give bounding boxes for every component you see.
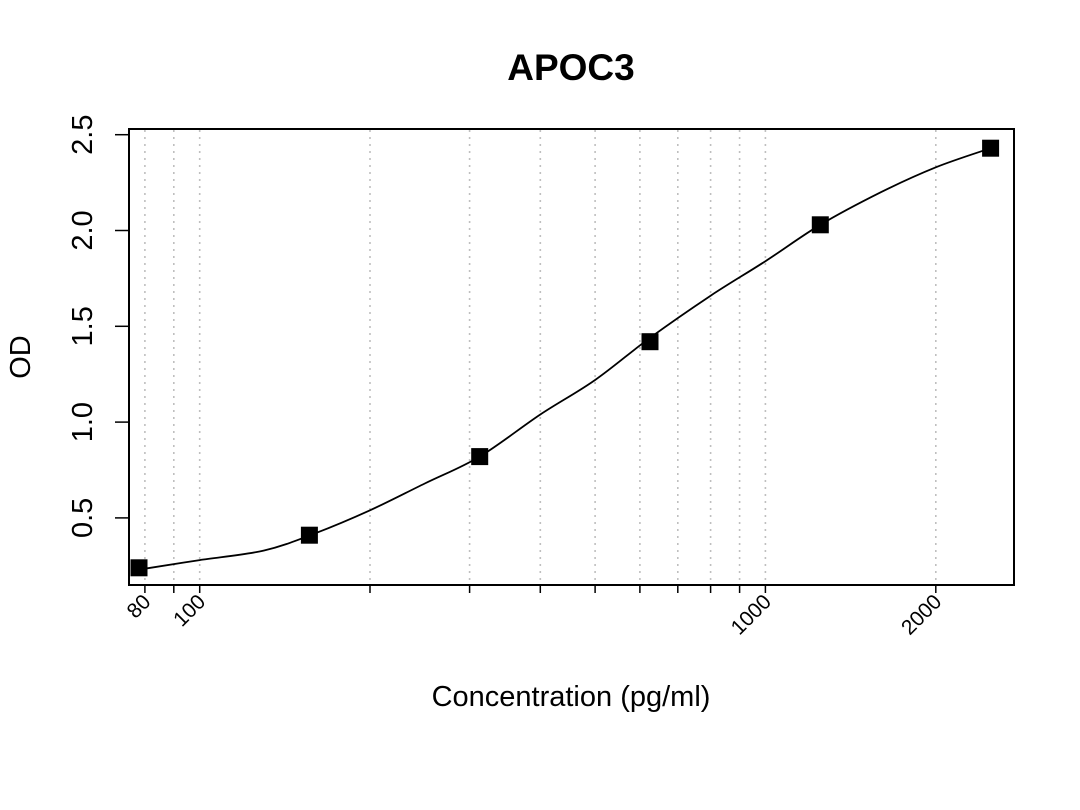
grid-lines bbox=[144, 130, 937, 584]
y-tick-label: 1.5 bbox=[67, 306, 99, 346]
y-tick-label: 1.0 bbox=[67, 402, 99, 442]
y-axis: 0.5 1.0 1.5 2.0 2.5 bbox=[67, 115, 129, 538]
fit-curve-layer bbox=[144, 147, 991, 570]
data-point-square bbox=[471, 448, 489, 466]
data-point-square bbox=[300, 526, 318, 544]
data-point-square bbox=[130, 559, 148, 577]
y-tick-label: 2.0 bbox=[67, 210, 99, 250]
chart-title: APOC3 bbox=[507, 47, 634, 88]
data-points bbox=[130, 139, 1000, 577]
data-point-square bbox=[641, 333, 659, 351]
data-point-square bbox=[982, 139, 1000, 157]
data-point-square bbox=[811, 216, 829, 234]
plot-frame bbox=[128, 128, 1015, 586]
x-axis-title: Concentration (pg/ml) bbox=[432, 681, 711, 713]
y-tick-label: 2.5 bbox=[67, 115, 99, 155]
fit-curve bbox=[144, 147, 991, 570]
y-tick-label: 0.5 bbox=[67, 498, 99, 538]
y-axis-title: OD bbox=[5, 335, 37, 379]
